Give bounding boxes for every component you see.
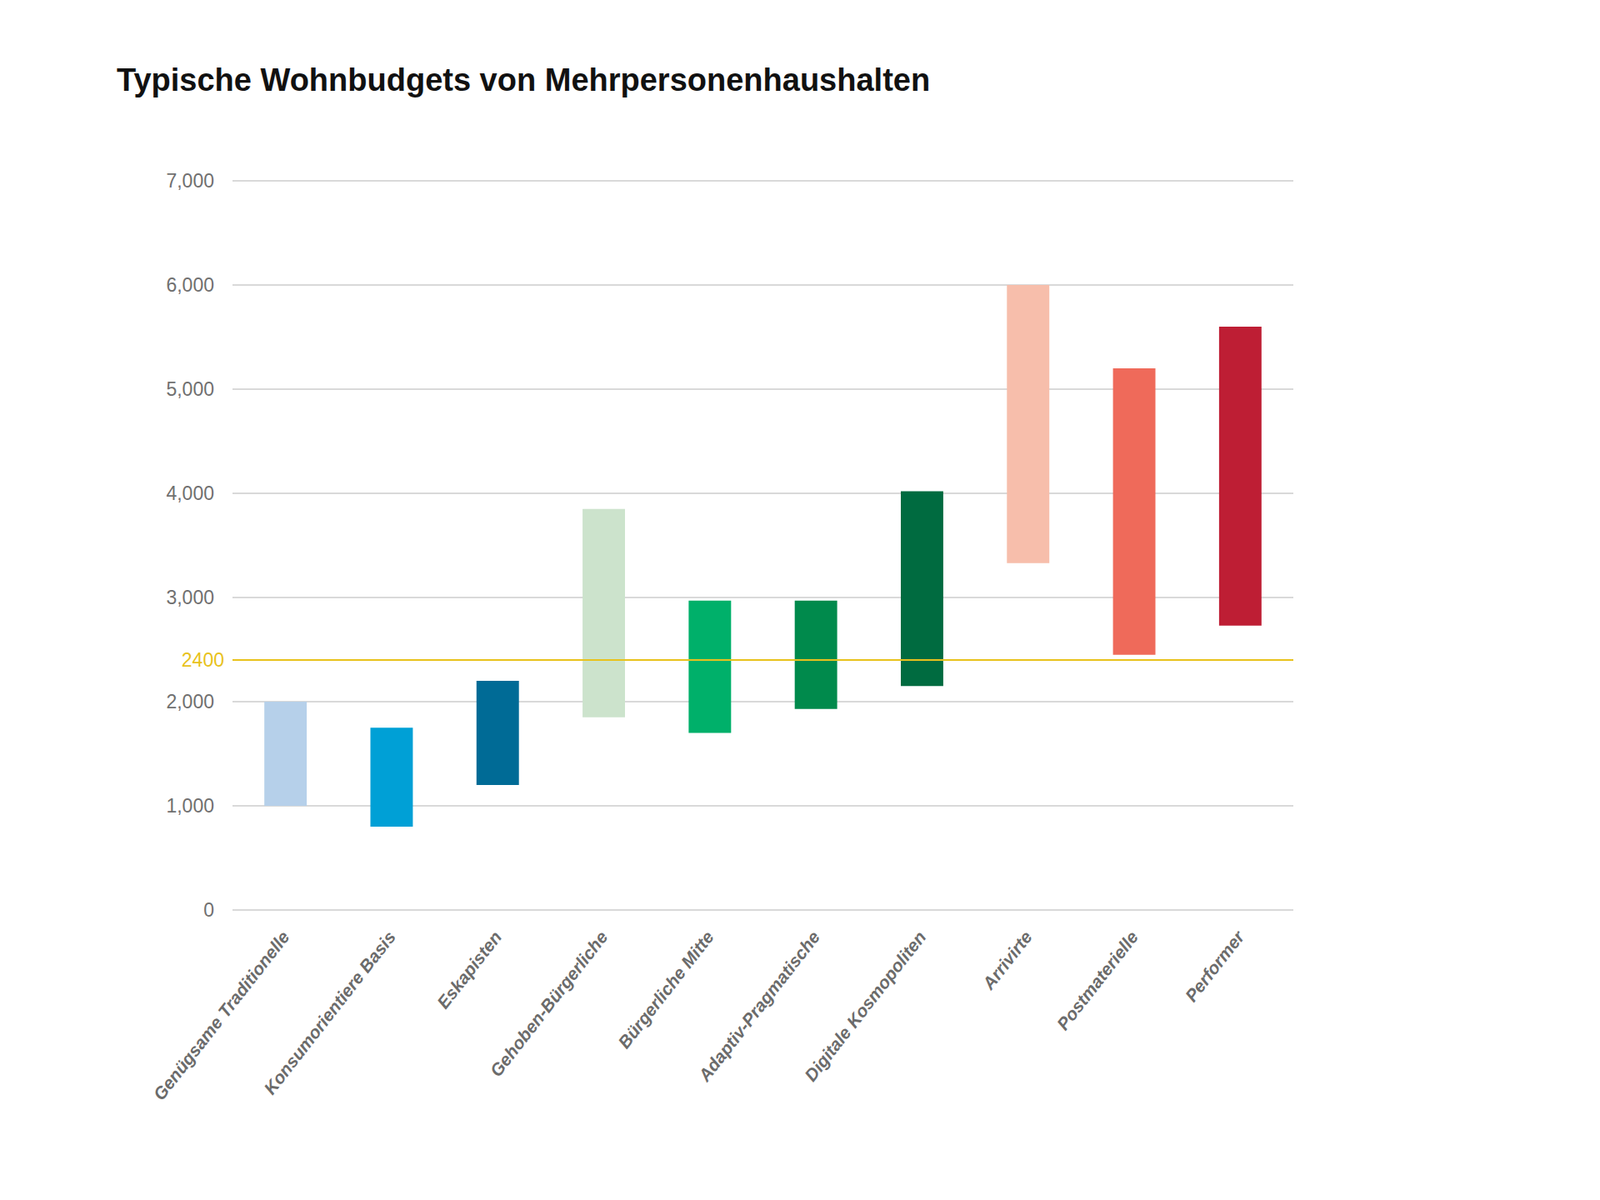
svg-text:1,000: 1,000 [165,795,215,817]
svg-text:Eskapisten: Eskapisten [433,927,505,1013]
svg-text:5,000: 5,000 [165,378,215,400]
svg-text:6,000: 6,000 [165,274,215,296]
svg-text:4,000: 4,000 [165,482,215,505]
svg-text:3,000: 3,000 [165,586,215,609]
svg-text:Arrivirte: Arrivirte [978,927,1036,995]
svg-text:2400: 2400 [181,649,225,671]
svg-text:Genügsame Traditionelle: Genügsame Traditionelle [149,927,294,1104]
svg-text:2,000: 2,000 [165,690,215,713]
svg-text:Digitale Kosmopoliten: Digitale Kosmopoliten [800,927,930,1085]
svg-text:Performer: Performer [1180,925,1249,1005]
svg-text:0: 0 [203,899,215,921]
svg-text:Konsumorientiere Basis: Konsumorientiere Basis [260,927,400,1098]
svg-text:Adaptiv-Pragmatische: Adaptiv-Pragmatische [694,927,824,1086]
svg-text:7,000: 7,000 [165,170,215,192]
svg-text:Postmaterielle: Postmaterielle [1053,927,1143,1035]
svg-text:Gehoben-Bürgerliche: Gehoben-Bürgerliche [485,927,612,1081]
svg-text:Typische Wohnbudgets von Mehrp: Typische Wohnbudgets von Mehrpersonenhau… [116,62,930,98]
svg-text:Bürgerliche Mitte: Bürgerliche Mitte [614,927,718,1053]
